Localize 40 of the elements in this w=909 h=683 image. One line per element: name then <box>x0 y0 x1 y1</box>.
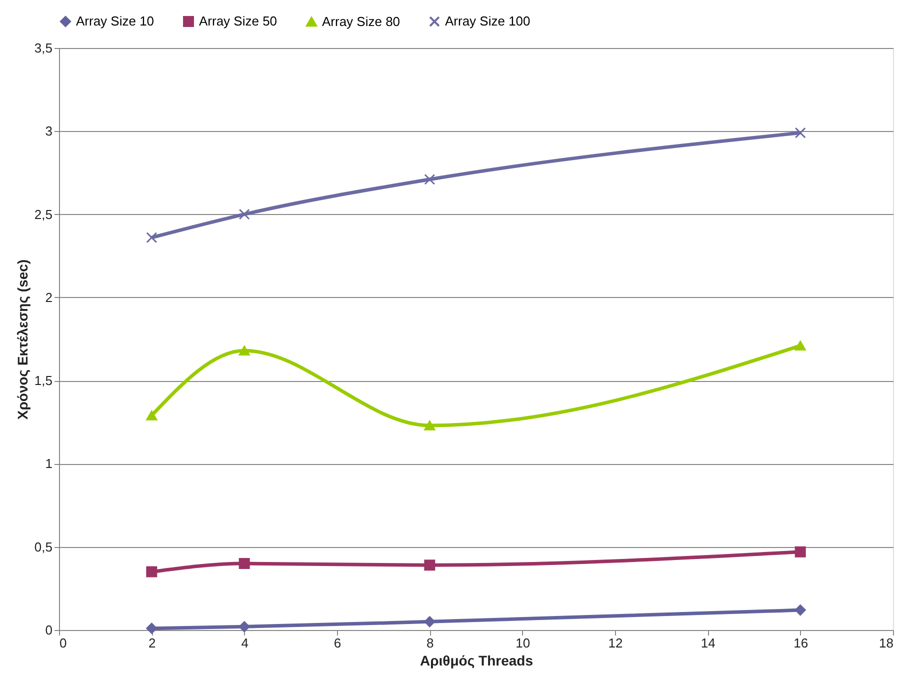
y-tick-label: 2,5 <box>34 206 52 222</box>
x-tick-label: 18 <box>879 636 894 650</box>
point <box>424 174 436 185</box>
point <box>238 346 250 356</box>
point <box>238 558 250 569</box>
point <box>794 340 806 351</box>
point <box>238 208 250 220</box>
y-tick-label: 3,5 <box>34 40 52 56</box>
legend-label: Array Size 10 <box>76 14 154 29</box>
y-tick-label: 3 <box>45 124 52 139</box>
point <box>794 546 806 558</box>
legend-label: Array Size 50 <box>199 14 278 29</box>
point <box>424 420 436 430</box>
point <box>238 621 250 632</box>
x-tick-label: 10 <box>516 636 530 650</box>
point <box>424 616 436 628</box>
y-tick-label: 0 <box>45 622 52 638</box>
x-axis-title: Αριθμός Threads <box>420 652 534 668</box>
legend-label: Array Size 80 <box>322 14 400 29</box>
y-tick-label: 2 <box>45 290 52 305</box>
x-tick-label: 8 <box>426 636 434 650</box>
point <box>794 127 806 138</box>
y-tick-label: 1,5 <box>34 373 52 388</box>
x-tick-label: 0 <box>60 636 67 650</box>
point <box>794 604 806 616</box>
point <box>146 566 158 578</box>
point <box>146 232 158 244</box>
point <box>146 622 158 634</box>
x-tick-label: 2 <box>148 636 156 650</box>
x-tick-label: 6 <box>334 636 342 650</box>
y-tick-label: 1 <box>45 456 52 472</box>
x-tick-label: 16 <box>794 636 808 650</box>
x-tick-label: 14 <box>700 636 716 650</box>
point <box>146 410 158 420</box>
y-axis-title: Χρόνος Εκτέλεσης (sec) <box>14 259 30 420</box>
legend-label: Array Size 100 <box>445 14 530 29</box>
x-tick-label: 4 <box>241 636 248 650</box>
x-tick-label: 12 <box>608 636 623 650</box>
point <box>424 560 436 571</box>
y-tick-label: 0,5 <box>34 539 52 554</box>
